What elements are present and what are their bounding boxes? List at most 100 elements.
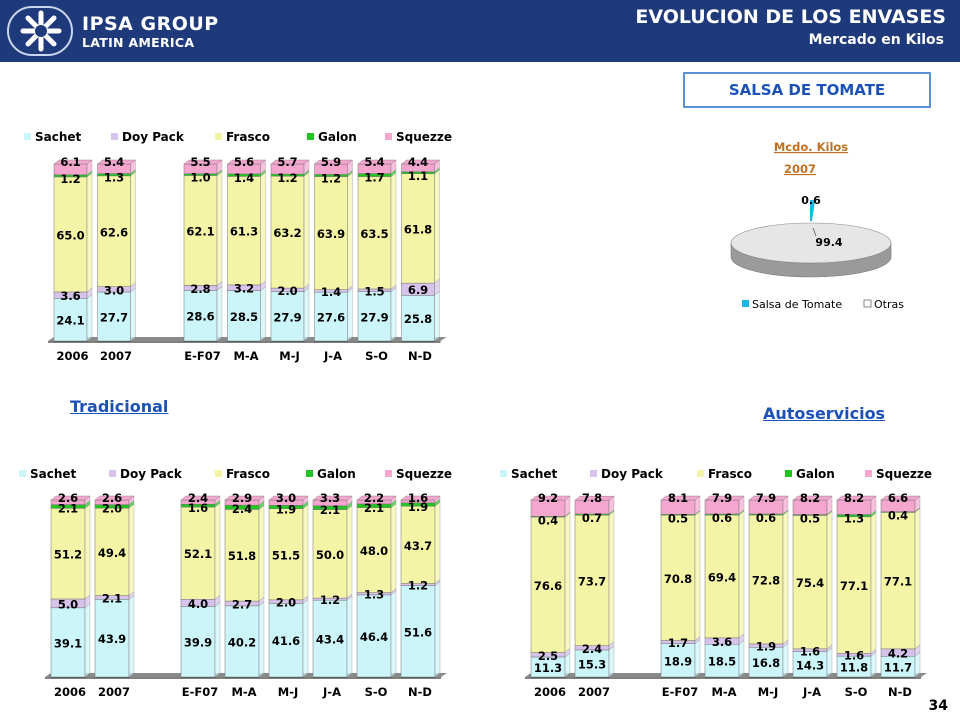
- section-label-tradicional: Tradicional: [70, 397, 169, 416]
- data-label-doy-pack: 5.0: [58, 597, 78, 611]
- data-label-squezze: 2.4: [188, 491, 208, 505]
- data-label-doy-pack: 1.7: [668, 636, 688, 650]
- data-label-frasco: 51.5: [272, 548, 300, 562]
- bar-top-cap: [880, 495, 921, 501]
- legend-swatch-squezze: [385, 470, 392, 477]
- bar-stack-s-o: [357, 159, 397, 342]
- data-label-galon: 1.1: [408, 169, 428, 183]
- bar-segment-sachet: [704, 644, 740, 678]
- data-label-sachet: 18.5: [708, 655, 736, 669]
- page-title: EVOLUCION DE LOS ENVASES: [635, 6, 946, 28]
- page-number: 34: [928, 698, 948, 714]
- bar-top-cap: [270, 159, 310, 165]
- data-label-frasco: 51.8: [228, 549, 256, 563]
- data-label-frasco: 62.1: [186, 224, 214, 238]
- legend-label-galon: Galon: [317, 467, 356, 481]
- data-label-sachet: 24.1: [56, 314, 84, 328]
- data-label-squezze: 7.9: [756, 491, 776, 505]
- data-label-squezze: 2.2: [364, 491, 384, 505]
- data-label-frasco: 61.8: [404, 222, 432, 236]
- legend-label-squezze: Squezze: [876, 467, 932, 481]
- x-tick-label: 2006: [534, 685, 566, 699]
- data-label-sachet: 11.7: [884, 661, 912, 675]
- bar-top-cap: [180, 495, 221, 501]
- data-label-doy-pack: 4.2: [888, 647, 908, 661]
- data-label-squezze: 5.4: [104, 155, 124, 169]
- data-label-galon: 0.7: [582, 511, 602, 525]
- bar-top-cap: [183, 159, 223, 165]
- pie-legend-swatch-otras: [863, 299, 872, 308]
- data-label-galon: 0.6: [756, 511, 776, 525]
- x-tick-label: J-A: [323, 349, 342, 363]
- bar-stack-j-a: [312, 495, 353, 678]
- data-label-squezze: 4.4: [408, 155, 428, 169]
- data-label-squezze: 8.2: [800, 491, 820, 505]
- data-label-sachet: 11.8: [840, 661, 868, 675]
- x-tick-label: M-A: [711, 685, 736, 699]
- bar-stack-n-d: [880, 495, 921, 678]
- data-label-doy-pack: 2.4: [582, 642, 602, 656]
- data-label-doy-pack: 1.9: [756, 640, 776, 654]
- bar-top-cap: [96, 159, 137, 165]
- bar-top-cap: [50, 495, 91, 501]
- legend-swatch-sachet: [24, 133, 31, 140]
- data-label-sachet: 27.9: [360, 310, 388, 324]
- data-label-doy-pack: 2.5: [538, 649, 558, 663]
- bar-segment-sachet: [270, 291, 305, 342]
- bar-segment-sachet: [357, 291, 392, 342]
- data-label-squezze: 6.6: [888, 491, 908, 505]
- legend-swatch-doy-pack: [590, 470, 597, 477]
- bar-stack-2007: [574, 495, 615, 678]
- bar-top-cap: [530, 495, 571, 501]
- data-label-sachet: 39.1: [54, 636, 82, 650]
- bar-top-cap: [836, 495, 877, 501]
- legend-swatch-squezze: [385, 133, 392, 140]
- section-label-autoservicios: Autoservicios: [763, 404, 886, 423]
- bar-stack-m-a: [704, 495, 745, 678]
- x-tick-label: N-D: [408, 349, 432, 363]
- data-label-frasco: 51.2: [54, 548, 82, 562]
- data-label-sachet: 46.4: [360, 630, 388, 644]
- x-tick-label: M-J: [279, 349, 300, 363]
- data-label-squezze: 8.2: [844, 491, 864, 505]
- data-label-frasco: 65.0: [56, 228, 84, 242]
- data-label-galon: 0.4: [538, 513, 558, 527]
- data-label-galon: 1.3: [104, 171, 124, 185]
- data-label-sachet: 39.9: [184, 636, 212, 650]
- bar-segment-sachet: [312, 599, 348, 678]
- data-label-galon: 1.3: [844, 512, 864, 526]
- data-label-frasco: 77.1: [840, 579, 868, 593]
- data-label-squezze: 5.7: [277, 155, 297, 169]
- data-label-doy-pack: 3.6: [60, 289, 80, 303]
- legend-label-sachet: Sachet: [30, 467, 77, 481]
- data-label-galon: 2.1: [320, 503, 340, 517]
- data-label-squezze: 7.9: [712, 491, 732, 505]
- data-label-squezze: 8.1: [668, 491, 688, 505]
- bar-segment-frasco: [97, 175, 131, 287]
- data-label-squezze: 3.3: [320, 491, 340, 505]
- data-label-galon: 1.2: [60, 172, 80, 186]
- data-label-doy-pack: 2.0: [277, 284, 297, 298]
- bar-top-cap: [312, 495, 353, 501]
- x-tick-label: S-O: [365, 349, 388, 363]
- legend-swatch-frasco: [215, 133, 222, 140]
- x-tick-label: J-A: [802, 685, 821, 699]
- data-label-squezze: 2.9: [232, 491, 252, 505]
- bar-stack-2006: [53, 159, 93, 342]
- bar-segment-sachet: [356, 594, 392, 678]
- bar-segment-frasco: [356, 507, 392, 593]
- bar-top-cap: [224, 495, 265, 501]
- bar-segment-frasco: [50, 508, 86, 600]
- legend-swatch-squezze: [865, 470, 872, 477]
- data-label-sachet: 28.6: [186, 310, 214, 324]
- legend-label-galon: Galon: [318, 130, 357, 144]
- bar-top-cap: [660, 495, 701, 501]
- data-label-doy-pack: 1.2: [408, 579, 428, 593]
- data-label-frasco: 62.6: [100, 225, 128, 239]
- legend-label-squezze: Squezze: [396, 130, 452, 144]
- data-label-galon: 1.2: [321, 171, 341, 185]
- bar-stack-s-o: [836, 495, 877, 678]
- data-label-sachet: 28.5: [230, 310, 258, 324]
- legend-swatch-doy-pack: [109, 470, 116, 477]
